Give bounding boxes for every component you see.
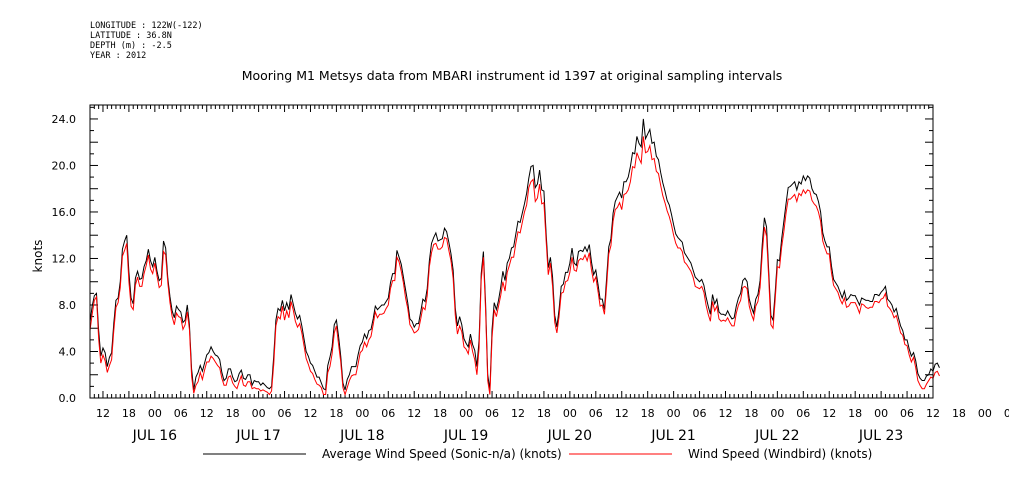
- plot-frame: [89, 104, 934, 399]
- x-hour-label: 00: [459, 407, 473, 420]
- x-hour-label: 00: [667, 407, 681, 420]
- x-hour-label: 12: [407, 407, 421, 420]
- x-hour-label: 00: [355, 407, 369, 420]
- x-date-label: JUL 20: [547, 428, 592, 444]
- x-date-label: JUL 18: [339, 428, 384, 444]
- x-hour-label: 12: [303, 407, 317, 420]
- x-hour-label: 18: [744, 407, 758, 420]
- y-tick-label: 12.0: [52, 252, 77, 265]
- x-hour-label: 12: [822, 407, 836, 420]
- y-tick-label: 16.0: [52, 206, 77, 219]
- x-hour-label: 18: [848, 407, 862, 420]
- x-hour-label: 18: [329, 407, 343, 420]
- y-tick-label: 4.0: [59, 345, 77, 358]
- y-tick-label: 8.0: [59, 299, 77, 312]
- series-windbird-wind-speed: [89, 136, 940, 397]
- x-hour-label: 18: [641, 407, 655, 420]
- y-tick-label: 20.0: [52, 159, 77, 172]
- x-hour-label: 06: [796, 407, 810, 420]
- latitude-label: LATITUDE : 36.8N: [90, 31, 172, 41]
- legend-label-windbird: Wind Speed (Windbird) (knots): [688, 447, 872, 461]
- x-hour-label: 12: [615, 407, 629, 420]
- x-hour-label: 12: [96, 407, 110, 420]
- y-tick-label: 24.0: [52, 113, 77, 126]
- x-hour-label: 18: [122, 407, 136, 420]
- longitude-label: LONGITUDE : 122W(-122): [90, 21, 203, 31]
- series-lines: [89, 118, 940, 397]
- metadata-block: LONGITUDE : 122W(-122) LATITUDE : 36.8N …: [90, 21, 203, 61]
- x-date-label: JUL 17: [235, 428, 280, 444]
- x-hour-label: 06: [381, 407, 395, 420]
- series-average-wind-speed: [89, 118, 940, 391]
- x-hour-label: 06: [589, 407, 603, 420]
- y-axis-label: knots: [31, 240, 45, 273]
- x-hour-label: 18: [537, 407, 551, 420]
- x-hour-label: 06: [1004, 407, 1009, 420]
- x-hour-label: 12: [718, 407, 732, 420]
- x-hour-label: 06: [174, 407, 188, 420]
- x-hour-label: 12: [511, 407, 525, 420]
- x-date-label: JUL 22: [754, 428, 799, 444]
- x-hour-label: 00: [563, 407, 577, 420]
- depth-label: DEPTH (m) : -2.5: [90, 41, 172, 51]
- x-hour-label: 18: [952, 407, 966, 420]
- legend: Average Wind Speed (Sonic-n/a) (knots) W…: [203, 447, 872, 461]
- x-hour-label: 00: [874, 407, 888, 420]
- x-hour-label: 06: [693, 407, 707, 420]
- x-date-label: JUL 23: [858, 428, 903, 444]
- year-label: YEAR : 2012: [90, 51, 147, 61]
- x-hour-label: 12: [926, 407, 940, 420]
- x-date-label: JUL 16: [132, 428, 178, 444]
- x-hour-label: 18: [226, 407, 240, 420]
- y-tick-label: 0.0: [59, 392, 77, 405]
- x-hour-label: 12: [200, 407, 214, 420]
- x-hour-label: 06: [485, 407, 499, 420]
- axis-ticks: [90, 105, 933, 398]
- x-hour-label: 00: [770, 407, 784, 420]
- x-hour-label: 06: [278, 407, 292, 420]
- x-hour-label: 00: [978, 407, 992, 420]
- axis-labels: 0.0 4.0 8.0 12.0 16.0 20.0 24.0 12 18 00 06 12 18 00 0…: [52, 113, 1009, 444]
- x-hour-label: 06: [900, 407, 914, 420]
- x-date-label: JUL 21: [650, 428, 695, 444]
- chart-title: Mooring M1 Metsys data from MBARI instru…: [242, 68, 783, 83]
- x-hour-label: 18: [433, 407, 447, 420]
- x-date-label: JUL 19: [443, 428, 488, 444]
- x-hour-label: 00: [252, 407, 266, 420]
- x-hour-label: 00: [148, 407, 162, 420]
- legend-label-average: Average Wind Speed (Sonic-n/a) (knots): [322, 447, 562, 461]
